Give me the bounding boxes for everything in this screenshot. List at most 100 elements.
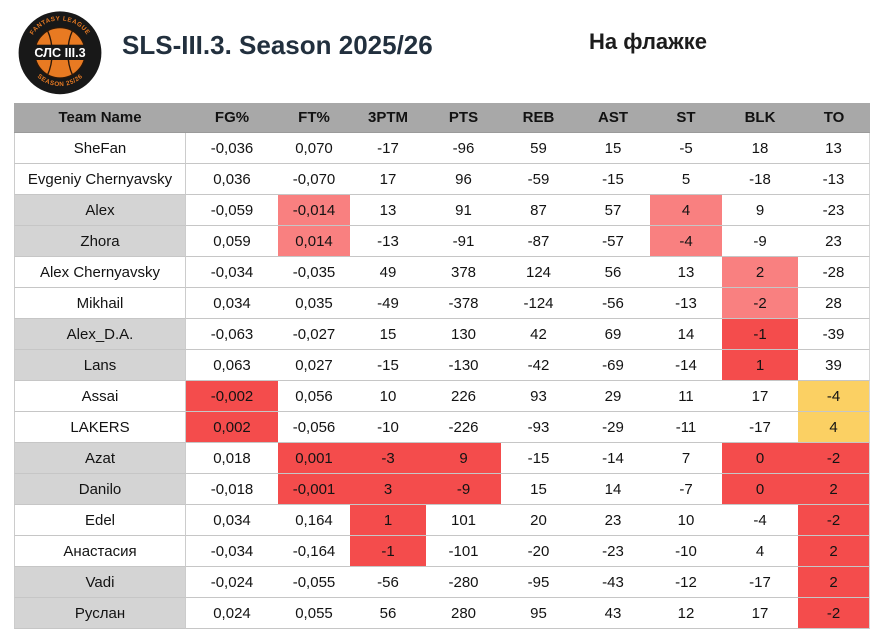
- stat-cell: -91: [426, 226, 501, 257]
- stat-cell: -0,002: [186, 381, 278, 412]
- table-row: Azat 0,018 0,001 -3 9 -15 -14 7 0 -2: [14, 443, 870, 474]
- stat-cell: 0,059: [186, 226, 278, 257]
- stat-cell: 226: [426, 381, 501, 412]
- stat-cell: -5: [650, 133, 722, 164]
- stat-cell: 0,063: [186, 350, 278, 381]
- table-row: Alex Chernyavsky -0,034 -0,035 49 378 124 56 13…: [14, 257, 870, 288]
- stat-cell: 49: [350, 257, 426, 288]
- stat-cell: 378: [426, 257, 501, 288]
- stat-cell: 2: [798, 536, 870, 567]
- stat-cell: 18: [722, 133, 798, 164]
- stat-cell: 9: [722, 195, 798, 226]
- team-name-cell: Vadi: [14, 567, 186, 598]
- stat-cell: -17: [722, 412, 798, 443]
- stat-cell: 15: [350, 319, 426, 350]
- stat-cell: 17: [722, 598, 798, 629]
- stat-cell: -0,055: [278, 567, 350, 598]
- stat-cell: -1: [350, 536, 426, 567]
- table-header: Team Name FG% FT% 3PTM PTS REB AST ST BLK TO: [14, 103, 870, 133]
- stat-cell: 0,055: [278, 598, 350, 629]
- stat-cell: 87: [501, 195, 576, 226]
- stat-cell: -101: [426, 536, 501, 567]
- table-row: Vadi -0,024 -0,055 -56 -280 -95 -43 -12 -17 2: [14, 567, 870, 598]
- stat-cell: 0,164: [278, 505, 350, 536]
- stat-cell: -17: [722, 567, 798, 598]
- stat-cell: -57: [576, 226, 650, 257]
- table-row: Assai -0,002 0,056 10 226 93 29 11 17 -4: [14, 381, 870, 412]
- stat-cell: 15: [501, 474, 576, 505]
- stat-cell: -2: [798, 598, 870, 629]
- team-name-cell: Evgeniy Chernyavsky: [14, 164, 186, 195]
- stat-cell: 0,014: [278, 226, 350, 257]
- stat-cell: -42: [501, 350, 576, 381]
- stat-cell: 2: [798, 474, 870, 505]
- stat-cell: -13: [650, 288, 722, 319]
- team-name-cell: Assai: [14, 381, 186, 412]
- stat-cell: -0,035: [278, 257, 350, 288]
- stat-cell: -3: [350, 443, 426, 474]
- stat-cell: -0,027: [278, 319, 350, 350]
- stat-cell: -15: [350, 350, 426, 381]
- table-row: Lans 0,063 0,027 -15 -130 -42 -69 -14 1 39: [14, 350, 870, 381]
- column-header-reb: REB: [501, 103, 576, 133]
- stat-cell: -9: [722, 226, 798, 257]
- stat-cell: -95: [501, 567, 576, 598]
- team-name-cell: Анастасия: [14, 536, 186, 567]
- stat-cell: 0: [722, 443, 798, 474]
- stat-cell: -43: [576, 567, 650, 598]
- stat-cell: -18: [722, 164, 798, 195]
- stat-cell: 14: [650, 319, 722, 350]
- team-name-cell: Lans: [14, 350, 186, 381]
- stat-cell: -0,034: [186, 257, 278, 288]
- stat-cell: -378: [426, 288, 501, 319]
- table-row: Руслан 0,024 0,055 56 280 95 43 12 17 -2: [14, 598, 870, 629]
- stat-cell: 39: [798, 350, 870, 381]
- table-row: Evgeniy Chernyavsky 0,036 -0,070 17 96 -59 -15…: [14, 164, 870, 195]
- stat-cell: 0,002: [186, 412, 278, 443]
- table-row: Zhora 0,059 0,014 -13 -91 -87 -57 -4 -9 23: [14, 226, 870, 257]
- table-row: Анастасия -0,034 -0,164 -1 -101 -20 -23 -10 4 2: [14, 536, 870, 567]
- stat-cell: -49: [350, 288, 426, 319]
- stat-cell: -13: [798, 164, 870, 195]
- stat-cell: 0,027: [278, 350, 350, 381]
- stat-cell: 13: [798, 133, 870, 164]
- stat-cell: -28: [798, 257, 870, 288]
- stat-cell: 0,024: [186, 598, 278, 629]
- stat-cell: 124: [501, 257, 576, 288]
- stat-cell: 43: [576, 598, 650, 629]
- stat-cell: 280: [426, 598, 501, 629]
- stat-cell: -2: [722, 288, 798, 319]
- column-header-to: TO: [798, 103, 870, 133]
- stat-cell: -14: [576, 443, 650, 474]
- stat-cell: 101: [426, 505, 501, 536]
- column-header-fg-: FG%: [186, 103, 278, 133]
- page-title: SLS-III.3. Season 2025/26: [122, 30, 433, 60]
- column-header-ft-: FT%: [278, 103, 350, 133]
- stat-cell: -0,070: [278, 164, 350, 195]
- stat-cell: -10: [650, 536, 722, 567]
- stat-cell: -15: [501, 443, 576, 474]
- league-logo-icon: СЛС III.3 FANTASY LEAGUE SEASON 25/26: [18, 11, 102, 95]
- stat-cell: -226: [426, 412, 501, 443]
- team-name-cell: Mikhail: [14, 288, 186, 319]
- stat-cell: -280: [426, 567, 501, 598]
- stat-cell: 10: [350, 381, 426, 412]
- stat-cell: 10: [650, 505, 722, 536]
- stat-cell: -39: [798, 319, 870, 350]
- stat-cell: 3: [350, 474, 426, 505]
- stat-cell: 4: [722, 536, 798, 567]
- stat-cell: 23: [798, 226, 870, 257]
- stat-cell: 0,036: [186, 164, 278, 195]
- stat-cell: 0,018: [186, 443, 278, 474]
- stat-cell: 1: [722, 350, 798, 381]
- team-name-cell: SheFan: [14, 133, 186, 164]
- stat-cell: -1: [722, 319, 798, 350]
- table-row: Edel 0,034 0,164 1 101 20 23 10 -4 -2: [14, 505, 870, 536]
- stat-cell: 1: [350, 505, 426, 536]
- stat-cell: 2: [798, 567, 870, 598]
- stats-table: Team Name FG% FT% 3PTM PTS REB AST ST BLK TO SheF…: [14, 103, 870, 629]
- team-name-cell: Zhora: [14, 226, 186, 257]
- team-name-cell: Azat: [14, 443, 186, 474]
- team-name-cell: Руслан: [14, 598, 186, 629]
